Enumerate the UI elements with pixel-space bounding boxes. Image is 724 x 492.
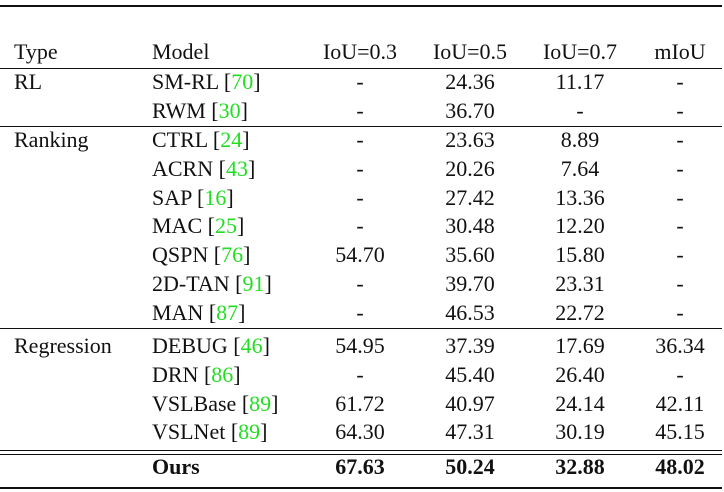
metric-value: 39.70 [445, 271, 495, 296]
metric-value: - [356, 361, 364, 387]
metric-value: 23.31 [555, 271, 605, 296]
group-type: Ranking [14, 127, 89, 152]
metric-value: 22.72 [555, 299, 605, 325]
metric-value: 26.40 [555, 361, 605, 387]
metric-value: 40.97 [445, 390, 495, 416]
metric-value: - [676, 242, 684, 268]
model-name: Ours [152, 454, 200, 479]
metric-value: 35.60 [445, 242, 495, 268]
model-name: VSLBase [89] [152, 390, 279, 416]
metric-value: - [676, 184, 684, 210]
metric-value: 24.36 [445, 69, 495, 94]
metric-value: - [356, 299, 364, 325]
model-name: MAC [25] [152, 213, 245, 239]
metric-value: 67.63 [335, 454, 385, 479]
metric-value: 23.63 [445, 127, 495, 152]
metric-value: - [676, 213, 684, 239]
metric-value: 7.64 [560, 155, 600, 181]
metric-value: 24.14 [555, 390, 605, 416]
metric-value: - [676, 271, 684, 296]
metric-value: 20.26 [445, 155, 495, 181]
metric-value: 36.34 [655, 333, 705, 358]
group-rule [0, 126, 722, 127]
group-type: RL [14, 69, 43, 94]
metric-value: 48.02 [655, 454, 705, 479]
model-name: CTRL [24] [152, 127, 250, 152]
metric-value: 15.80 [555, 242, 605, 268]
metric-value: 17.69 [555, 333, 605, 358]
metric-value: 50.24 [445, 454, 495, 479]
double-rule-top [0, 450, 722, 451]
metric-value: 37.39 [445, 333, 495, 358]
metric-value: - [356, 184, 364, 210]
header-cell: mIoU [654, 39, 706, 64]
metric-value: - [676, 69, 684, 94]
model-name: MAN [87] [152, 299, 246, 325]
model-name: QSPN [76] [152, 242, 251, 268]
model-name: 2D-TAN [91] [152, 271, 272, 296]
group-rule [0, 328, 722, 329]
metric-value: - [356, 155, 364, 181]
metric-value: - [356, 69, 364, 94]
metric-value: - [356, 127, 364, 152]
metric-value: 12.20 [555, 213, 605, 239]
metric-value: 61.72 [335, 390, 385, 416]
metric-value: 54.70 [335, 242, 385, 268]
metric-value: 46.53 [445, 299, 495, 325]
model-name: VSLNet [89] [152, 419, 268, 445]
group-type: Regression [14, 333, 112, 358]
metric-value: 30.19 [555, 419, 605, 445]
bottom-rule [0, 487, 722, 489]
header-rule [0, 68, 722, 69]
model-name: RWM [30] [152, 97, 248, 123]
header-cell: IoU=0.3 [322, 39, 398, 64]
metric-value: 64.30 [335, 419, 385, 445]
metric-value: 27.42 [445, 184, 495, 210]
metric-value: 8.89 [560, 127, 600, 152]
header-cell: IoU=0.7 [542, 39, 618, 64]
metric-value: - [676, 361, 684, 387]
metric-value: - [676, 155, 684, 181]
double-rule-bottom [0, 454, 722, 455]
model-name: SM-RL [70] [152, 69, 261, 94]
metric-value: 54.95 [335, 333, 385, 358]
model-name: DEBUG [46] [152, 333, 270, 358]
metric-value: - [576, 97, 584, 123]
metric-value: - [356, 97, 364, 123]
header-cell: IoU=0.5 [432, 39, 508, 64]
metric-value: 47.31 [445, 419, 495, 445]
metric-value: 13.36 [555, 184, 605, 210]
model-name: DRN [86] [152, 361, 241, 387]
metric-value: 45.15 [655, 419, 705, 445]
metric-value: 32.88 [555, 454, 605, 479]
metric-value: - [676, 97, 684, 123]
metric-value: 42.11 [655, 390, 705, 416]
header-cell: Type [14, 39, 58, 64]
metric-value: 30.48 [445, 213, 495, 239]
model-name: ACRN [43] [152, 155, 256, 181]
metric-value: - [676, 127, 684, 152]
metric-value: - [676, 299, 684, 325]
metric-value: 11.17 [555, 69, 605, 94]
model-name: SAP [16] [152, 184, 234, 210]
metric-value: 36.70 [445, 97, 495, 123]
header-cell: Model [152, 39, 210, 64]
metric-value: - [356, 213, 364, 239]
metric-value: - [356, 271, 364, 296]
metric-value: 45.40 [445, 361, 495, 387]
top-rule [0, 5, 722, 7]
